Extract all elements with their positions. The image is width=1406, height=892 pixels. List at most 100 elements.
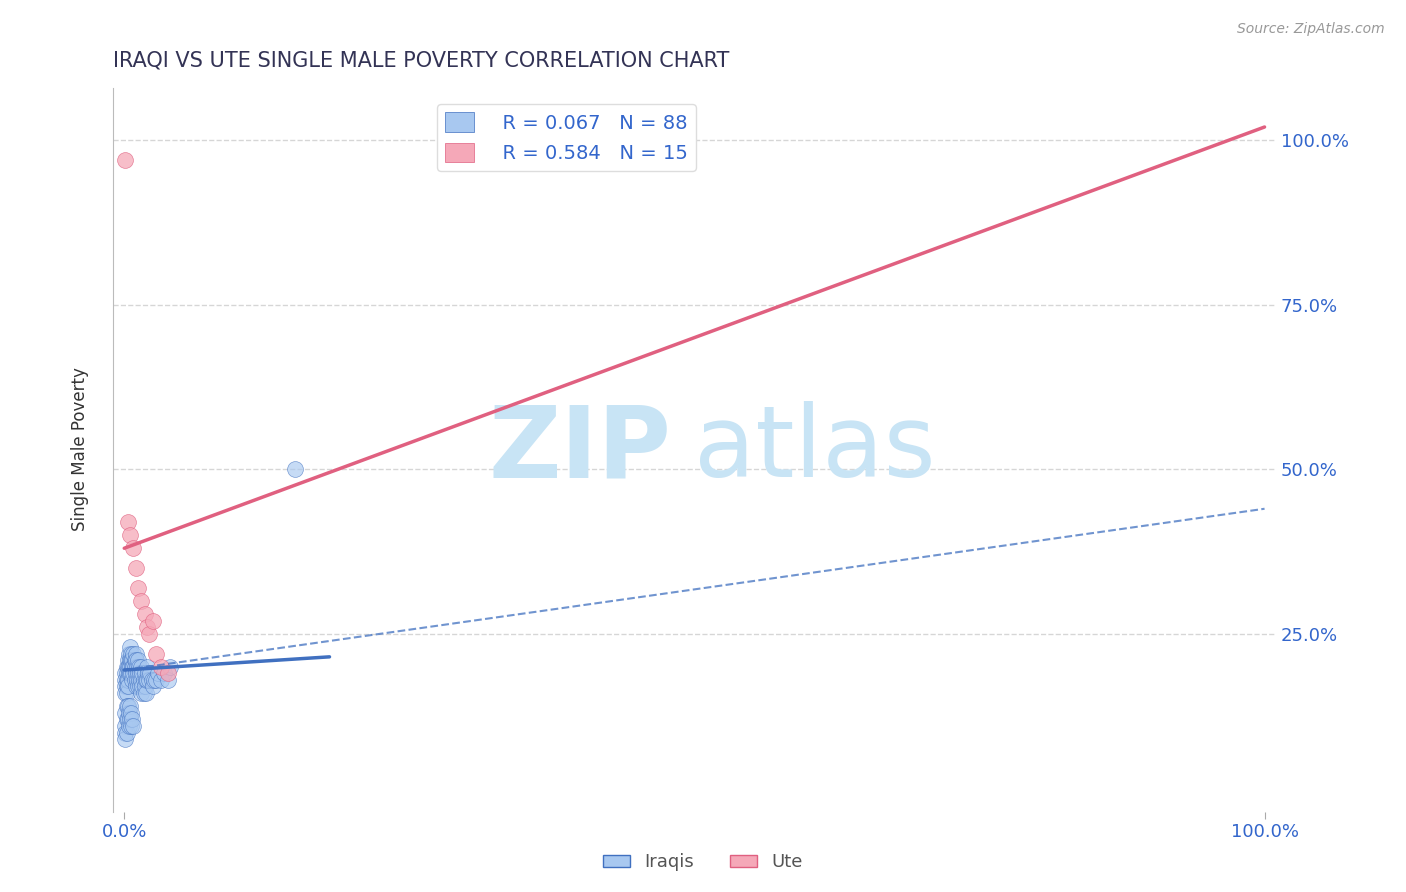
Point bbox=[118, 719, 141, 733]
Text: atlas: atlas bbox=[695, 401, 936, 498]
Point bbox=[117, 653, 139, 667]
Point bbox=[125, 659, 148, 673]
Point bbox=[114, 725, 136, 739]
Point bbox=[135, 673, 157, 687]
Point bbox=[136, 659, 159, 673]
Point bbox=[114, 732, 136, 747]
Text: IRAQI VS UTE SINGLE MALE POVERTY CORRELATION CHART: IRAQI VS UTE SINGLE MALE POVERTY CORRELA… bbox=[112, 51, 730, 70]
Point bbox=[131, 673, 153, 687]
Point bbox=[115, 666, 138, 681]
Point bbox=[115, 680, 138, 694]
Point bbox=[149, 673, 172, 687]
Point bbox=[118, 706, 141, 720]
Point bbox=[159, 659, 181, 673]
Point bbox=[129, 680, 152, 694]
Point bbox=[122, 659, 145, 673]
Point bbox=[121, 659, 143, 673]
Point bbox=[120, 666, 142, 681]
Point bbox=[114, 673, 136, 687]
Point bbox=[118, 666, 141, 681]
Point bbox=[149, 659, 172, 673]
Point bbox=[114, 719, 136, 733]
Point bbox=[134, 666, 156, 681]
Point bbox=[127, 653, 149, 667]
Point bbox=[118, 712, 141, 726]
Point bbox=[117, 680, 139, 694]
Point bbox=[117, 659, 139, 673]
Point bbox=[124, 647, 146, 661]
Point bbox=[124, 680, 146, 694]
Point bbox=[120, 653, 142, 667]
Point bbox=[121, 653, 143, 667]
Text: ZIP: ZIP bbox=[488, 401, 671, 498]
Point bbox=[139, 666, 162, 681]
Point bbox=[153, 666, 176, 681]
Point bbox=[141, 673, 163, 687]
Point bbox=[142, 680, 165, 694]
Point bbox=[117, 515, 139, 529]
Point bbox=[134, 680, 156, 694]
Point bbox=[124, 659, 146, 673]
Point bbox=[127, 666, 149, 681]
Point bbox=[115, 725, 138, 739]
Point bbox=[117, 673, 139, 687]
Point bbox=[115, 712, 138, 726]
Point bbox=[134, 607, 156, 621]
Point bbox=[122, 541, 145, 556]
Point bbox=[129, 666, 152, 681]
Point bbox=[118, 659, 141, 673]
Point bbox=[132, 686, 155, 700]
Point bbox=[148, 666, 170, 681]
Point bbox=[118, 659, 141, 673]
Point bbox=[124, 666, 146, 681]
Point bbox=[131, 666, 153, 681]
Point bbox=[114, 153, 136, 167]
Point bbox=[117, 712, 139, 726]
Y-axis label: Single Male Poverty: Single Male Poverty bbox=[72, 368, 89, 532]
Point bbox=[131, 594, 153, 608]
Point bbox=[118, 653, 141, 667]
Point bbox=[120, 647, 142, 661]
Point bbox=[156, 673, 179, 687]
Point bbox=[118, 666, 141, 681]
Point bbox=[127, 581, 149, 595]
Point bbox=[124, 653, 146, 667]
Point bbox=[115, 686, 138, 700]
Point bbox=[145, 647, 167, 661]
Point bbox=[117, 699, 139, 714]
Point bbox=[122, 666, 145, 681]
Point bbox=[115, 699, 138, 714]
Point bbox=[120, 706, 142, 720]
Point bbox=[125, 673, 148, 687]
Point bbox=[114, 706, 136, 720]
Point bbox=[136, 666, 159, 681]
Point bbox=[115, 673, 138, 687]
Point bbox=[145, 673, 167, 687]
Point bbox=[118, 647, 141, 661]
Point bbox=[124, 561, 146, 575]
Legend:   R = 0.067   N = 88,   R = 0.584   N = 15: R = 0.067 N = 88, R = 0.584 N = 15 bbox=[437, 104, 696, 170]
Point bbox=[138, 627, 160, 641]
Point bbox=[512, 153, 534, 167]
Point bbox=[127, 680, 149, 694]
Point bbox=[121, 712, 143, 726]
Point bbox=[132, 673, 155, 687]
Point bbox=[122, 647, 145, 661]
Legend: Iraqis, Ute: Iraqis, Ute bbox=[596, 847, 810, 879]
Point bbox=[131, 659, 153, 673]
Point bbox=[135, 686, 157, 700]
Point bbox=[128, 659, 150, 673]
Point bbox=[136, 620, 159, 634]
Point bbox=[131, 686, 153, 700]
Point bbox=[114, 686, 136, 700]
Point bbox=[284, 462, 307, 476]
Point bbox=[136, 673, 159, 687]
Point bbox=[115, 659, 138, 673]
Point bbox=[120, 719, 142, 733]
Point bbox=[114, 680, 136, 694]
Point bbox=[124, 653, 146, 667]
Point bbox=[118, 699, 141, 714]
Point bbox=[121, 673, 143, 687]
Text: Source: ZipAtlas.com: Source: ZipAtlas.com bbox=[1237, 22, 1385, 37]
Point bbox=[142, 614, 165, 628]
